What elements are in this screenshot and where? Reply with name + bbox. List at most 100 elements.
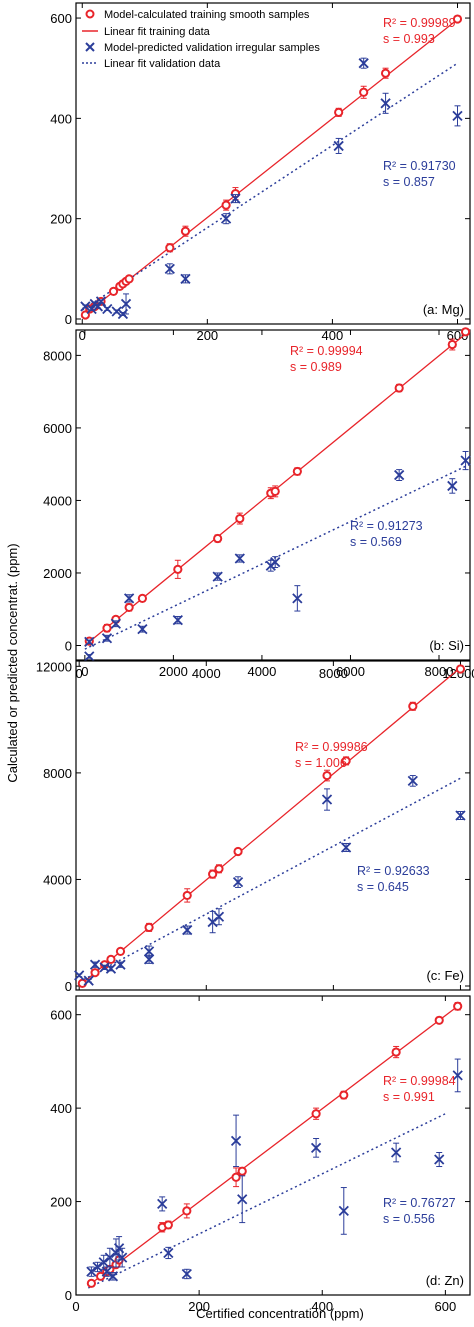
plot-frame xyxy=(75,995,471,1296)
training-s-label: s = 0.993 xyxy=(383,32,435,46)
validation-point xyxy=(234,553,245,564)
training-r2-label: R² = 0.99984 xyxy=(383,1074,456,1088)
validation-point xyxy=(123,593,135,604)
training-point xyxy=(106,954,116,964)
validation-point xyxy=(74,970,85,981)
plot-frame xyxy=(75,2,471,325)
panel-zn: 0 200 400 600 0 200 400 600 R² = 0.99984 s = 0.99… xyxy=(50,995,471,1314)
validation-point xyxy=(84,636,95,648)
validation-point xyxy=(101,633,113,644)
y-axis-label: Calculated or predicted concentrat. (ppm… xyxy=(5,543,20,782)
validation-r2-label: R² = 0.76727 xyxy=(383,1196,456,1210)
validation-point xyxy=(92,301,104,312)
x-tick-label: 400 xyxy=(322,328,344,343)
training-point xyxy=(163,1220,173,1230)
validation-point xyxy=(89,959,101,970)
legend: Model-calculated training smooth samples… xyxy=(82,9,320,70)
validation-point xyxy=(460,455,471,466)
x-tick-label: 0 xyxy=(72,1299,79,1314)
training-point xyxy=(394,383,404,393)
validation-point xyxy=(104,1252,115,1263)
training-point xyxy=(391,1047,401,1057)
panel-label: (a: Mg) xyxy=(423,302,464,317)
validation-point xyxy=(292,593,303,604)
training-point xyxy=(124,602,134,613)
legend-label: Model-predicted validation irregular sam… xyxy=(104,42,320,54)
y-tick-label: 600 xyxy=(50,1008,72,1023)
validation-r2-label: R² = 0.92633 xyxy=(357,864,430,878)
training-point xyxy=(341,756,351,766)
training-s-label: s = 1.006 xyxy=(295,756,347,770)
validation-point xyxy=(111,306,122,317)
validation-point xyxy=(452,110,463,121)
validation-point xyxy=(101,1266,112,1277)
x-tick-label: 200 xyxy=(196,328,218,343)
x-tick-label: 600 xyxy=(435,1299,457,1314)
y-tick-label: 200 xyxy=(50,212,72,227)
validation-point xyxy=(340,842,352,853)
training-point xyxy=(408,701,418,711)
validation-point xyxy=(143,946,155,957)
training-point xyxy=(173,564,183,574)
training-s-label: s = 0.989 xyxy=(290,360,342,374)
validation-point xyxy=(270,556,281,568)
x-tick-label: 6000 xyxy=(336,664,365,679)
training-point xyxy=(434,1015,444,1025)
training-point xyxy=(334,107,344,117)
validation-point xyxy=(102,303,113,315)
x-tick-label: 4000 xyxy=(247,664,276,679)
training-point xyxy=(165,243,175,253)
validation-point xyxy=(237,1194,248,1205)
validation-point xyxy=(447,480,458,492)
training-s-label: s = 0.991 xyxy=(383,1090,435,1104)
training-fit-line xyxy=(78,667,461,987)
validation-point xyxy=(338,1205,349,1217)
training-point xyxy=(180,226,191,236)
training-point xyxy=(460,327,471,337)
plot-frame xyxy=(75,329,471,661)
validation-point xyxy=(86,1266,97,1277)
validation-point xyxy=(107,1271,119,1282)
training-point xyxy=(144,922,154,932)
validation-point xyxy=(181,1268,192,1280)
legend-label: Linear fit training data xyxy=(104,26,211,38)
validation-s-label: s = 0.556 xyxy=(383,1212,435,1226)
y-tick-label: 4000 xyxy=(43,493,72,508)
legend-label: Model-calculated training smooth samples xyxy=(104,9,310,21)
validation-fit-line xyxy=(87,1113,446,1289)
validation-point xyxy=(310,1142,322,1153)
x-tick-label: 8000 xyxy=(425,664,454,679)
validation-point xyxy=(80,301,91,312)
validation-s-label: s = 0.569 xyxy=(350,535,402,549)
training-point xyxy=(221,200,231,210)
validation-fit-line xyxy=(78,777,461,983)
validation-point xyxy=(358,58,369,69)
training-point xyxy=(90,968,100,978)
validation-point xyxy=(110,618,121,629)
x-tick-label: 400 xyxy=(311,1299,333,1314)
validation-point xyxy=(407,775,418,787)
training-point xyxy=(237,1166,247,1176)
legend-item-training-points: Model-calculated training smooth samples xyxy=(85,9,310,21)
validation-point xyxy=(180,273,191,284)
panel-label: (c: Fe) xyxy=(426,968,464,983)
validation-point xyxy=(137,624,148,635)
validation-point xyxy=(182,924,193,936)
x-tick-label: 4000 xyxy=(192,666,221,681)
training-point xyxy=(213,533,223,544)
training-point xyxy=(380,68,391,78)
validation-point xyxy=(394,469,405,481)
validation-s-label: s = 0.645 xyxy=(357,880,409,894)
y-tick-label: 200 xyxy=(50,1195,72,1210)
y-tick-label: 0 xyxy=(65,1288,72,1303)
training-point xyxy=(359,87,369,97)
legend-item-validation-fit: Linear fit validation data xyxy=(82,58,221,70)
x-tick-label: 0 xyxy=(76,666,83,681)
panel-label: (b: Si) xyxy=(429,638,464,653)
y-tick-label: 0 xyxy=(65,312,72,327)
training-point xyxy=(447,339,457,350)
training-point xyxy=(102,623,112,633)
training-point xyxy=(270,486,280,496)
